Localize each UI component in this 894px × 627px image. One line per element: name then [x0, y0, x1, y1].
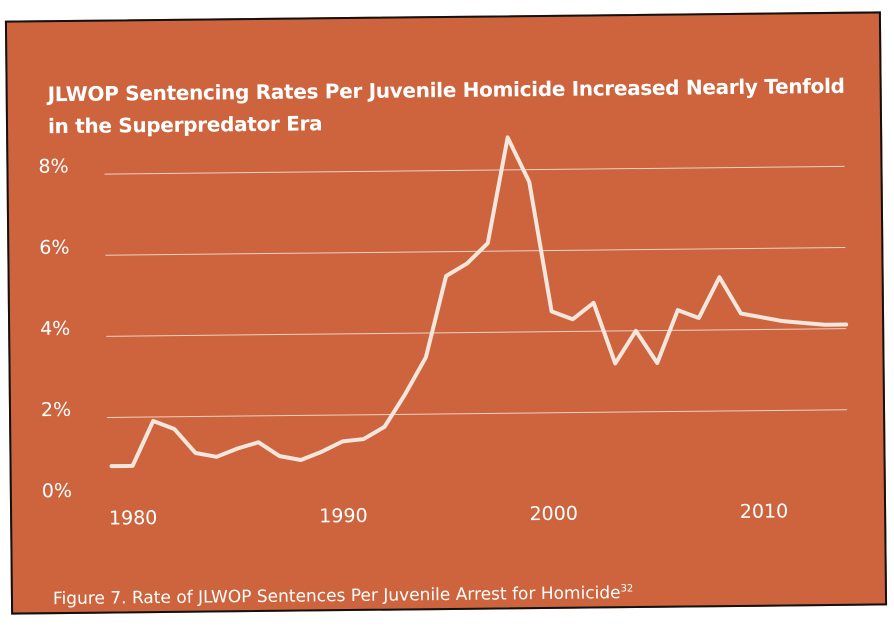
gridline-6: [105, 246, 846, 256]
chart-card: JLWOP Sentencing Rates Per Juvenile Homi…: [4, 11, 888, 615]
y-tick-label: 2%: [41, 399, 71, 421]
x-tick-label: 2000: [529, 503, 578, 526]
gridline-4: [106, 328, 847, 337]
y-tick-label: 4%: [40, 318, 70, 340]
x-tick-label: 2010: [740, 500, 789, 523]
gridline-8: [104, 165, 845, 175]
caption-footnote: 32: [620, 583, 634, 595]
gridline-2: [107, 409, 848, 418]
y-tick-label: 6%: [39, 237, 69, 259]
y-tick-label: 8%: [38, 156, 68, 178]
series-line: [109, 135, 849, 469]
line-chart: 0% 2% 4% 6% 8% 1980 1990 2000 2010: [38, 135, 849, 530]
y-tick-label: 0%: [42, 480, 72, 502]
x-tick-label: 1990: [319, 505, 368, 528]
x-tick-label: 1980: [109, 507, 158, 530]
